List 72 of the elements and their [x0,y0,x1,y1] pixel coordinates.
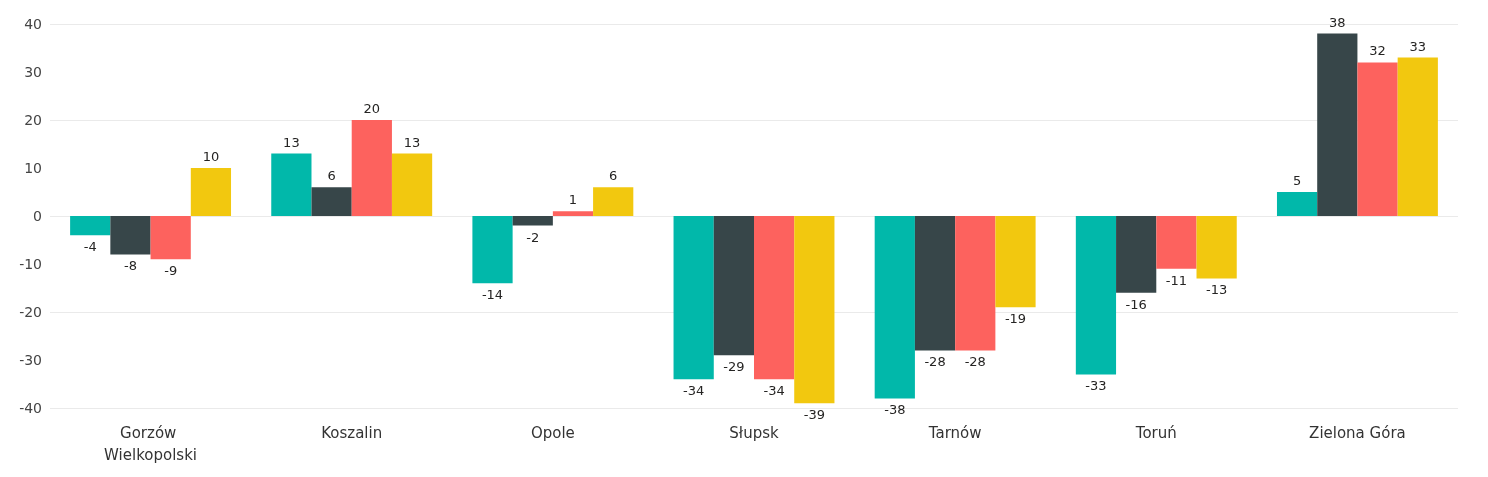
bar [311,187,352,216]
y-tick-label: 10 [24,160,42,176]
data-label: -19 [1004,311,1027,327]
data-label: -11 [1165,272,1188,288]
y-tick-label: 0 [33,208,42,224]
bar [190,168,232,216]
bar [1276,192,1318,216]
data-label: 6 [327,168,336,184]
bar [1357,62,1398,216]
bar [1196,216,1237,279]
data-label: -33 [1085,378,1107,394]
data-label: -39 [803,407,825,423]
data-label: -16 [1125,296,1147,312]
y-tick-label: -30 [19,352,42,368]
data-label: -29 [723,359,745,375]
y-tick-label: 20 [24,112,42,128]
x-tick-label: Opole [530,424,575,442]
bar [995,216,1036,308]
bar [351,120,392,216]
y-tick-label: -10 [19,256,42,272]
bar [110,216,151,255]
bar [472,216,513,284]
bar [754,216,795,380]
data-label: 1 [568,192,578,208]
data-label: 33 [1409,38,1427,54]
bar [271,153,312,216]
y-tick-label: -20 [19,304,42,320]
bar [512,216,553,226]
bar [150,216,191,260]
bar [391,153,433,216]
data-label: 13 [403,134,421,150]
bar [1116,216,1157,293]
data-label: 13 [283,134,300,150]
data-label: -2 [526,229,540,245]
data-label: 20 [363,101,381,116]
bar [1156,216,1197,269]
x-tick-label: Słupsk [729,424,779,442]
x-tick-label: Gorzów Wielkopolski [104,424,198,464]
data-label: -28 [924,354,946,370]
data-label: 32 [1369,43,1386,59]
bar [1317,33,1358,216]
bar [955,216,996,351]
bar [1397,57,1438,216]
bar [1075,216,1117,375]
bar [70,216,111,236]
data-label: -34 [763,383,785,399]
data-label: -4 [83,239,97,255]
data-label: 10 [202,149,220,164]
bar [914,216,956,351]
bar [673,216,714,380]
x-tick-label: Tarnów [927,424,982,442]
x-tick-label: Koszalin [321,424,383,442]
data-label: -38 [884,402,906,418]
y-tick-label: 30 [24,64,42,80]
y-tick-label: -40 [19,400,42,416]
data-label: 6 [609,168,618,184]
data-label: 5 [1292,173,1302,188]
data-label: 38 [1329,14,1346,30]
bar [874,216,915,399]
bar [794,216,835,404]
y-tick-label: 40 [24,16,42,32]
data-label: -34 [683,383,705,399]
x-tick-label: Zielona Góra [1309,424,1406,442]
bar [593,187,634,216]
data-label: -13 [1206,282,1228,298]
bar [552,211,594,216]
data-label: -9 [164,263,178,279]
data-label: -28 [964,354,986,370]
bar [713,216,754,356]
x-tick-label: Toruń [1134,424,1177,442]
data-label: -8 [123,258,137,274]
data-label: -14 [481,287,504,303]
